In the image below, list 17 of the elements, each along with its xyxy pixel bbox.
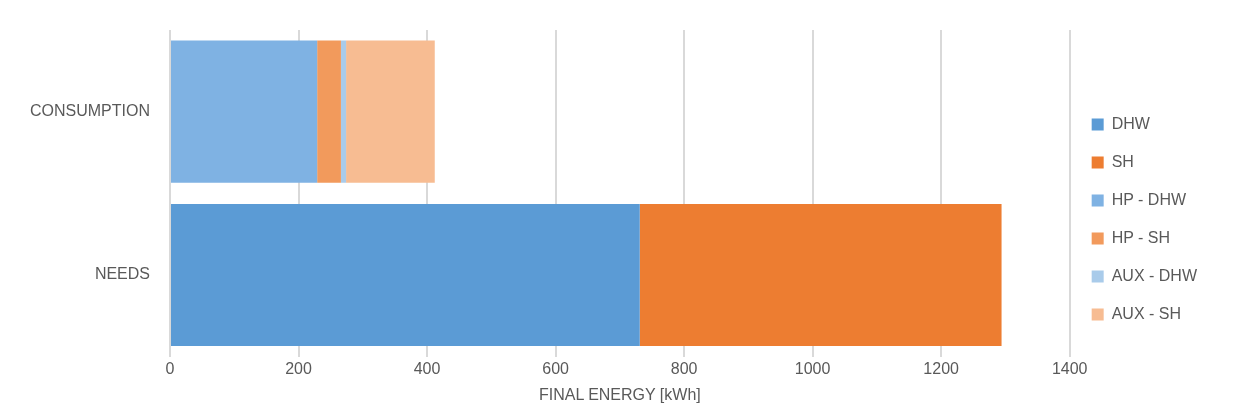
legend-label: HP - SH — [1111, 228, 1171, 246]
legend-label: SH — [1111, 152, 1134, 170]
legend-label: AUX - SH — [1111, 304, 1182, 322]
legend-label: AUX - DHW — [1111, 266, 1198, 284]
y-tick-label: NEEDS — [94, 265, 150, 283]
x-tick-label: 800 — [670, 359, 698, 377]
legend-label: HP - DHW — [1111, 190, 1187, 208]
y-tick-label: CONSUMPTION — [30, 102, 150, 120]
x-tick-label: 0 — [165, 359, 175, 377]
x-tick-label: 600 — [542, 359, 570, 377]
legend-label: DHW — [1111, 114, 1151, 132]
x-tick-label: 1200 — [923, 359, 960, 377]
x-tick-label: 200 — [285, 359, 312, 377]
x-tick-label: 400 — [413, 359, 441, 377]
x-axis-title: FINAL ENERGY [kWh] — [538, 385, 701, 403]
x-tick-label: 1000 — [794, 359, 831, 377]
x-tick-label: 1400 — [1051, 359, 1088, 377]
